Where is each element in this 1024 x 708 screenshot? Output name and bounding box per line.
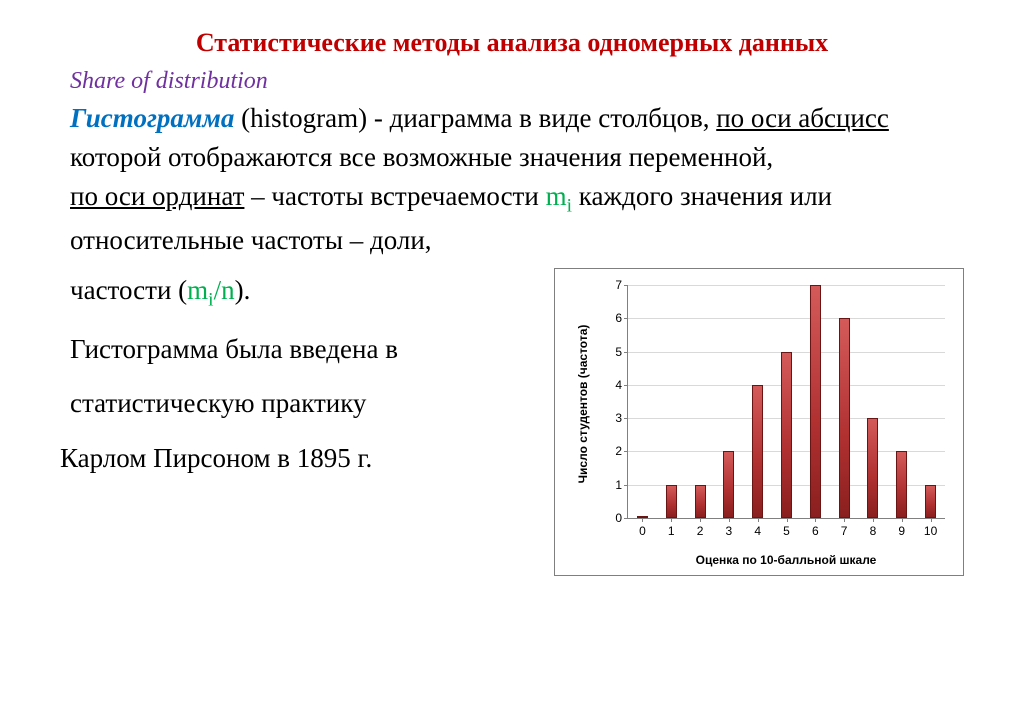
freq-line: частости (mi/n).: [70, 270, 532, 315]
xtick-mark: [671, 518, 672, 522]
xtick-mark: [931, 518, 932, 522]
xtick-label: 4: [754, 524, 761, 538]
ytick-mark: [624, 418, 628, 419]
ytick-label: 6: [608, 311, 622, 325]
bar: [723, 451, 734, 518]
xtick-label: 1: [668, 524, 675, 538]
subtitle: Share of distribution: [60, 68, 964, 95]
ytick-mark: [624, 318, 628, 319]
histogram-chart: Число студентов (частота) 01234567012345…: [554, 268, 964, 576]
xtick-mark: [700, 518, 701, 522]
ytick-label: 3: [608, 411, 622, 425]
x-axis-title: Оценка по 10-балльной шкале: [555, 553, 963, 567]
ytick-mark: [624, 485, 628, 486]
bar: [752, 385, 763, 518]
history-line-1: Гистограмма была введена в: [70, 329, 532, 370]
history-line-2: статистическую практику: [70, 383, 532, 424]
axis-x-label: по оси абсцисс: [716, 103, 889, 133]
bar: [666, 485, 677, 518]
axis-y-paragraph: по оси ординат – частоты встречаемости m…: [60, 177, 964, 260]
ytick-mark: [624, 285, 628, 286]
xtick-mark: [902, 518, 903, 522]
xtick-label: 0: [639, 524, 646, 538]
xtick-label: 3: [726, 524, 733, 538]
bar: [839, 318, 850, 518]
axis-x-rest: которой отображаются все возможные значе…: [70, 142, 773, 172]
xtick-label: 2: [697, 524, 704, 538]
xtick-label: 6: [812, 524, 819, 538]
defn-paren: (histogram) - диаграмма в виде столбцов,: [234, 103, 716, 133]
ytick-label: 4: [608, 378, 622, 392]
xtick-label: 9: [898, 524, 905, 538]
ytick-mark: [624, 352, 628, 353]
definition-paragraph: Гистограмма (histogram) - диаграмма в ви…: [60, 99, 964, 177]
ytick-label: 2: [608, 444, 622, 458]
mi-symbol: mi: [546, 181, 572, 211]
bar: [810, 285, 821, 518]
plot-area: 01234567012345678910: [627, 285, 945, 519]
bar: [896, 451, 907, 518]
ytick-label: 0: [608, 511, 622, 525]
xtick-mark: [787, 518, 788, 522]
bar: [695, 485, 706, 518]
gridline: [628, 285, 945, 286]
xtick-mark: [642, 518, 643, 522]
axis-y-label: по оси ординат: [70, 181, 244, 211]
xtick-mark: [844, 518, 845, 522]
ytick-mark: [624, 518, 628, 519]
bar: [867, 418, 878, 518]
content-row: частости (mi/n). Гистограмма была введен…: [60, 264, 964, 576]
xtick-mark: [758, 518, 759, 522]
bar: [925, 485, 936, 518]
left-column: частости (mi/n). Гистограмма была введен…: [60, 264, 532, 492]
axis-y-rest1: – частоты встречаемости: [244, 181, 545, 211]
ytick-mark: [624, 385, 628, 386]
xtick-mark: [873, 518, 874, 522]
ytick-label: 7: [608, 278, 622, 292]
gridline: [628, 318, 945, 319]
ytick-mark: [624, 451, 628, 452]
ytick-label: 5: [608, 345, 622, 359]
xtick-mark: [729, 518, 730, 522]
history-line-3: Карлом Пирсоном в 1895 г.: [60, 438, 532, 479]
xtick-label: 8: [870, 524, 877, 538]
bar: [781, 352, 792, 518]
xtick-label: 10: [924, 524, 937, 538]
xtick-mark: [815, 518, 816, 522]
xtick-label: 7: [841, 524, 848, 538]
y-axis-title: Число студентов (частота): [576, 324, 590, 483]
slide: Статистические методы анализа одномерных…: [0, 0, 1024, 708]
term: Гистограмма: [70, 103, 234, 133]
mi-over-n: mi/n: [187, 275, 234, 305]
page-title: Статистические методы анализа одномерных…: [60, 28, 964, 58]
ytick-label: 1: [608, 478, 622, 492]
xtick-label: 5: [783, 524, 790, 538]
